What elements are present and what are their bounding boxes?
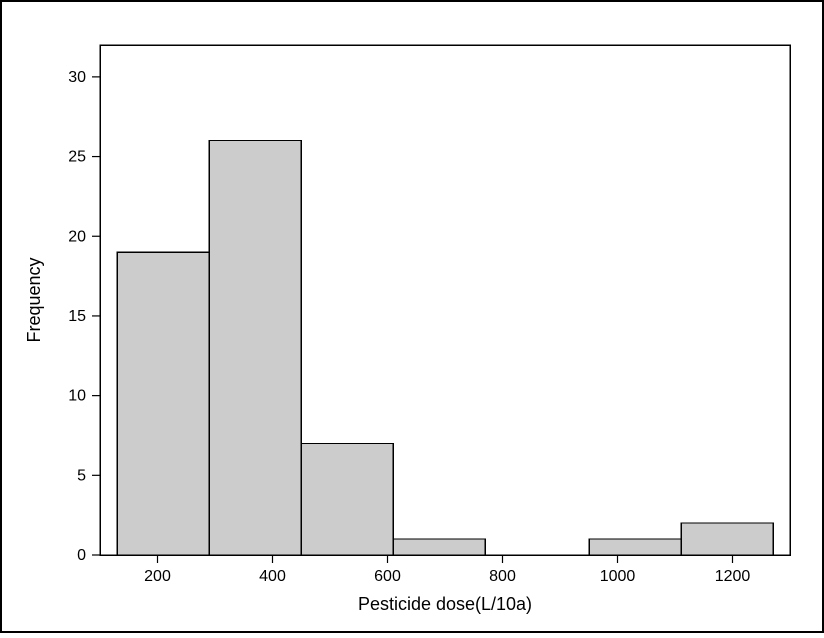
bar (589, 539, 681, 555)
x-tick-label: 800 (489, 568, 516, 585)
bar (117, 252, 209, 555)
y-tick-label: 30 (68, 69, 86, 86)
bar (209, 141, 301, 555)
bar (301, 443, 393, 555)
x-tick-label: 600 (374, 568, 401, 585)
x-tick-label: 400 (259, 568, 286, 585)
chart-svg: 200 400 600 800 1000 1200 0 5 10 15 20 25 30 Pesticid… (0, 0, 824, 633)
y-tick-label: 20 (68, 228, 86, 245)
x-tick-label: 1200 (715, 568, 751, 585)
y-tick-label: 10 (68, 388, 86, 405)
x-tick-label: 200 (144, 568, 171, 585)
bar (681, 523, 773, 555)
x-axis-title: Pesticide dose(L/10a) (358, 594, 532, 614)
y-tick-label: 0 (77, 547, 86, 564)
bar (393, 539, 485, 555)
y-tick-label: 25 (68, 149, 86, 166)
x-tick-label: 1000 (600, 568, 636, 585)
y-tick-label: 15 (68, 308, 86, 325)
y-tick-label: 5 (77, 467, 86, 484)
y-axis-title: Frequency (24, 257, 44, 342)
histogram-chart: 200 400 600 800 1000 1200 0 5 10 15 20 25 30 Pesticid… (0, 0, 824, 638)
